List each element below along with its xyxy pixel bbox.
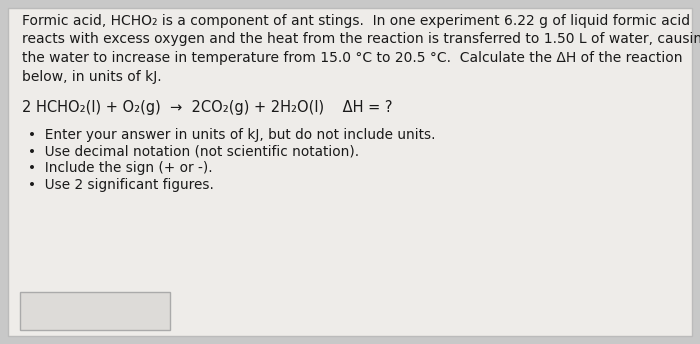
Text: below, in units of kJ.: below, in units of kJ.	[22, 69, 162, 84]
Text: the water to increase in temperature from 15.0 °C to 20.5 °C.  Calculate the ΔH : the water to increase in temperature fro…	[22, 51, 682, 65]
Text: •  Enter your answer in units of kJ, but do not include units.: • Enter your answer in units of kJ, but …	[28, 128, 435, 142]
Text: Formic acid, HCHO₂ is a component of ant stings.  In one experiment 6.22 g of li: Formic acid, HCHO₂ is a component of ant…	[22, 14, 690, 28]
Text: •  Use 2 significant figures.: • Use 2 significant figures.	[28, 178, 214, 192]
FancyBboxPatch shape	[8, 8, 692, 336]
Text: •  Use decimal notation (not scientific notation).: • Use decimal notation (not scientific n…	[28, 144, 359, 159]
Text: reacts with excess oxygen and the heat from the reaction is transferred to 1.50 : reacts with excess oxygen and the heat f…	[22, 32, 700, 46]
Text: 2 HCHO₂(l) + O₂(g)  →  2CO₂(g) + 2H₂O(l)    ΔH = ?: 2 HCHO₂(l) + O₂(g) → 2CO₂(g) + 2H₂O(l) Δ…	[22, 100, 393, 115]
Text: •  Include the sign (+ or -).: • Include the sign (+ or -).	[28, 161, 213, 175]
FancyBboxPatch shape	[20, 292, 170, 330]
